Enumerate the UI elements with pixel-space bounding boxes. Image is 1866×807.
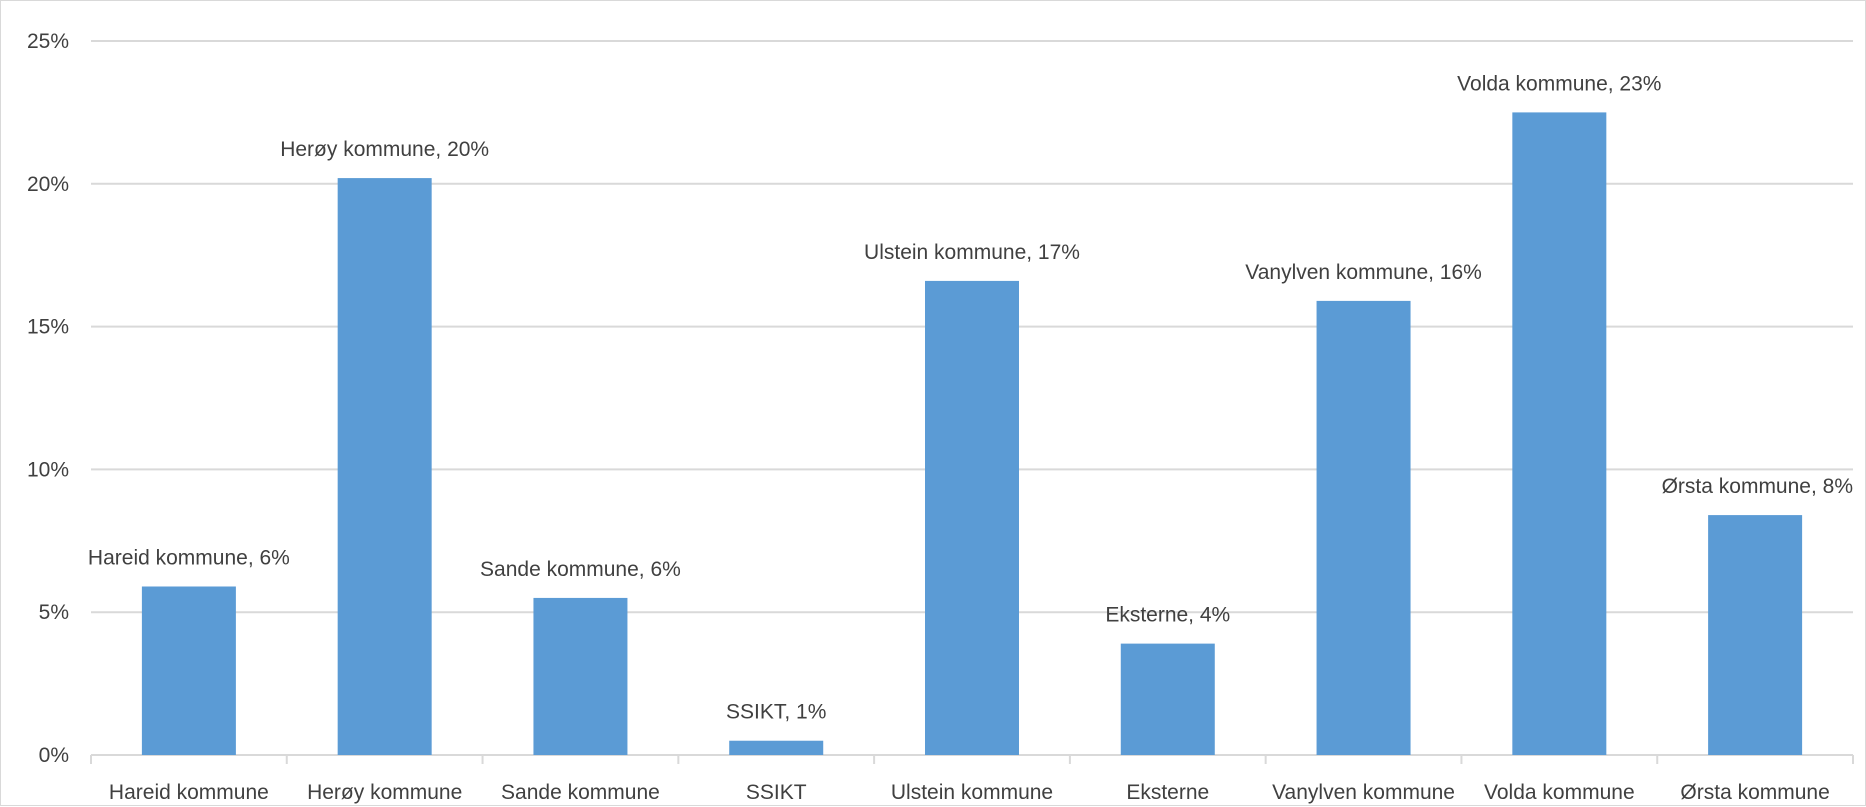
bar [533,597,628,755]
bar [1708,515,1803,755]
y-tick-label: 0% [39,744,69,767]
y-tick-label: 20% [27,173,69,196]
data-label: Sande kommune, 6% [480,558,681,581]
x-tick-label: SSIKT [746,781,807,804]
x-tick-label: Eksterne [1126,781,1209,804]
x-tick-label: Volda kommune [1484,781,1635,804]
bar [1120,643,1215,755]
y-tick-label: 5% [39,601,69,624]
x-tick-label: Sande kommune [501,781,660,804]
x-tick-label: Ulstein kommune [891,781,1053,804]
data-label: Ulstein kommune, 17% [864,241,1080,264]
y-tick-label: 15% [27,316,69,339]
x-tick-label: Hareid kommune [109,781,269,804]
data-label: Eksterne, 4% [1105,604,1230,627]
bar [337,178,432,755]
y-tick-label: 25% [27,30,69,53]
data-label: Volda kommune, 23% [1457,72,1661,95]
data-label: Herøy kommune, 20% [280,138,489,161]
x-tick-label: Ørsta kommune [1680,781,1829,804]
data-label: Hareid kommune, 6% [88,546,290,569]
bar [1316,300,1411,755]
bar [925,280,1019,755]
data-label: Ørsta kommune, 8% [1662,475,1853,498]
data-label: SSIKT, 1% [726,701,826,724]
bar [1512,112,1607,755]
y-tick-label: 10% [27,458,69,481]
x-tick-label: Herøy kommune [307,781,462,804]
x-tick-label: Vanylven kommune [1272,781,1455,804]
bar [141,586,236,755]
data-label: Vanylven kommune, 16% [1245,261,1482,284]
bar [729,740,824,755]
